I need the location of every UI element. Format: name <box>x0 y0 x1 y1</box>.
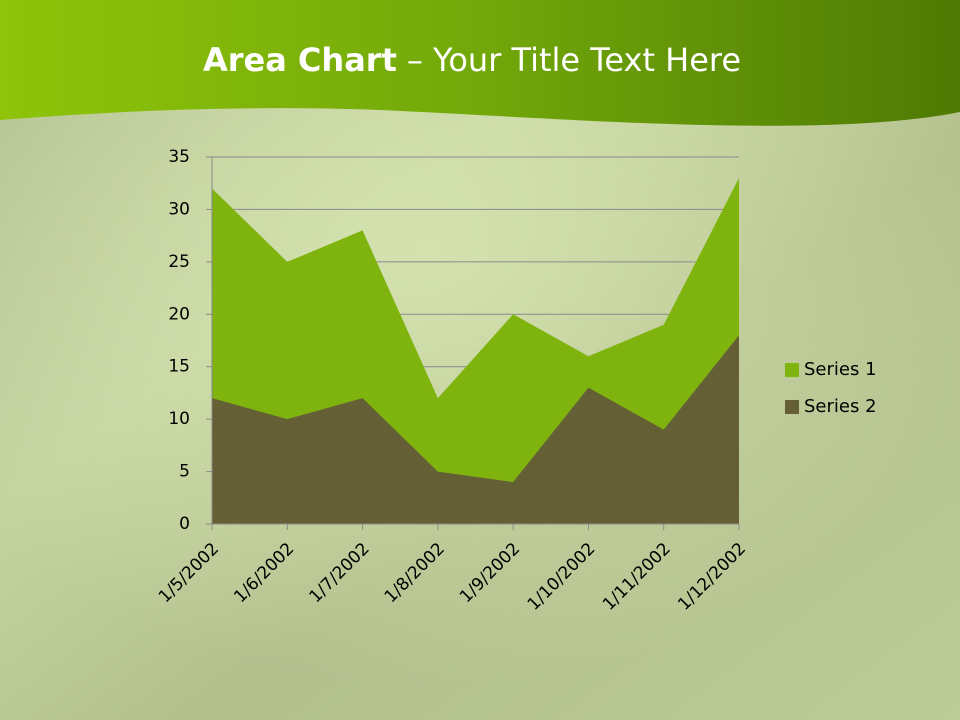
y-tick-label: 35 <box>168 147 190 167</box>
slide-title: Area Chart – Your Title Text Here <box>203 41 741 79</box>
legend-label: Series 2 <box>804 396 877 417</box>
y-tick-label: 10 <box>168 409 190 429</box>
title-band <box>0 0 960 126</box>
title-rest: – Your Title Text Here <box>407 41 741 79</box>
y-tick-label: 5 <box>179 462 190 482</box>
y-tick-label: 15 <box>168 357 190 377</box>
title-emphasis: Area Chart <box>203 41 397 79</box>
y-tick-label: 25 <box>168 252 190 272</box>
legend-label: Series 1 <box>804 359 877 380</box>
y-tick-label: 20 <box>168 304 190 324</box>
legend-swatch <box>785 363 799 377</box>
y-tick-label: 30 <box>168 199 190 219</box>
area <box>212 335 739 524</box>
y-tick-label: 0 <box>179 514 190 534</box>
legend-swatch <box>785 400 799 414</box>
